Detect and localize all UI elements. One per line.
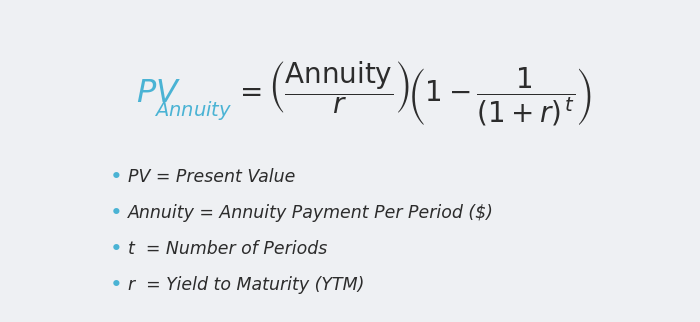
Text: r  = Yield to Maturity (YTM): r = Yield to Maturity (YTM) (128, 276, 365, 294)
Text: •: • (110, 275, 122, 295)
Text: •: • (110, 239, 122, 260)
Text: Annuity = Annuity Payment Per Period ($): Annuity = Annuity Payment Per Period ($) (128, 204, 494, 223)
Text: •: • (110, 167, 122, 187)
Text: •: • (110, 204, 122, 223)
Text: $\mathit{PV}$: $\mathit{PV}$ (136, 78, 181, 109)
Text: PV = Present Value: PV = Present Value (128, 168, 295, 186)
Text: $= \left(\dfrac{\mathrm{Annuity}}{r}\right)\!\left(1 - \dfrac{1}{(1+r)^{\,t}}\ri: $= \left(\dfrac{\mathrm{Annuity}}{r}\rig… (234, 59, 592, 128)
Text: t  = Number of Periods: t = Number of Periods (128, 241, 328, 258)
Text: $\mathit{Annuity}$: $\mathit{Annuity}$ (154, 99, 232, 122)
